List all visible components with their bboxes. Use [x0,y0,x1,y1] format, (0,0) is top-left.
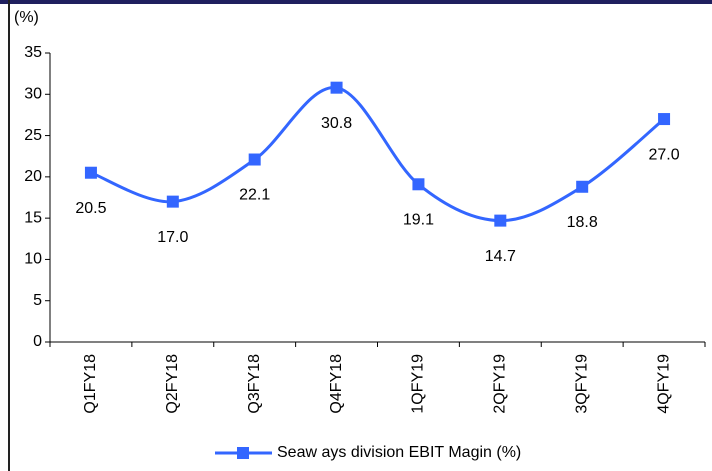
unit-label: (%) [14,9,39,26]
x-tick-label: 3QFY19 [573,354,590,414]
y-tick-label: 10 [24,251,42,268]
series-line [90,86,666,223]
data-label: 14.7 [485,248,516,265]
marker [248,153,261,166]
data-label: 17.0 [157,229,188,246]
y-tick-label: 15 [24,209,42,226]
x-tick-label: 2QFY19 [492,354,509,414]
legend-marker [237,447,249,459]
y-tick-label: 25 [24,127,42,144]
y-tick-label: 5 [33,292,42,309]
data-label: 22.1 [239,187,270,204]
y-tick-label: 20 [24,168,42,185]
data-label: 20.5 [75,200,106,217]
data-label: 30.8 [321,115,352,132]
marker [330,81,343,94]
x-tick-label: Q3FY18 [246,354,263,414]
top-border [0,0,712,4]
x-tick-label: 4QFY19 [655,354,672,414]
marker [412,178,425,191]
y-tick-label: 30 [24,86,42,103]
y-tick-label: 0 [33,333,42,350]
marker [576,180,589,193]
marker [494,214,507,227]
x-tick-label: Q1FY18 [82,354,99,414]
marker [84,166,97,179]
marker [658,113,671,126]
data-label: 27.0 [648,146,679,163]
data-label: 19.1 [403,212,434,229]
y-tick-label: 35 [24,44,42,61]
legend-label: Seaw ays division EBIT Magin (%) [277,444,521,461]
data-label: 18.8 [567,214,598,231]
x-tick-label: 1QFY19 [410,354,427,414]
marker [166,195,179,208]
x-tick-label: Q4FY18 [328,354,345,414]
x-tick-label: Q2FY18 [164,354,181,414]
